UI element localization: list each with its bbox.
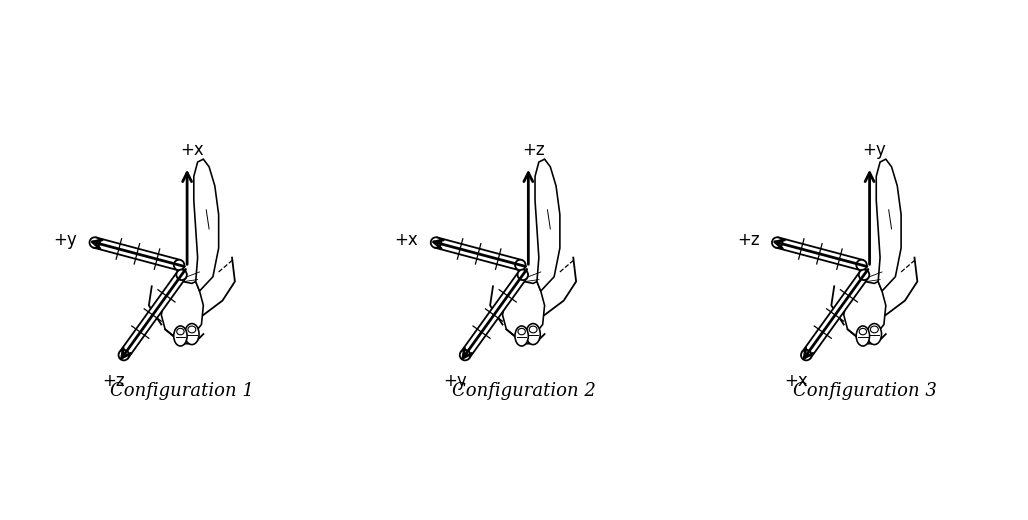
Ellipse shape <box>515 260 525 270</box>
Text: +y: +y <box>443 372 467 391</box>
Ellipse shape <box>856 260 867 270</box>
Polygon shape <box>194 159 219 291</box>
Text: +y: +y <box>862 141 886 159</box>
Polygon shape <box>435 238 521 270</box>
Ellipse shape <box>518 328 525 335</box>
Ellipse shape <box>517 269 528 280</box>
Ellipse shape <box>515 326 528 346</box>
Ellipse shape <box>185 323 199 345</box>
Polygon shape <box>876 159 902 291</box>
Ellipse shape <box>118 350 130 360</box>
Polygon shape <box>503 281 545 339</box>
Ellipse shape <box>801 350 811 360</box>
Ellipse shape <box>188 326 195 333</box>
Polygon shape <box>119 272 186 358</box>
Polygon shape <box>844 281 886 339</box>
Ellipse shape <box>431 237 441 248</box>
Ellipse shape <box>856 326 870 346</box>
Text: +x: +x <box>180 141 204 159</box>
Text: +z: +z <box>737 231 760 250</box>
Text: +x: +x <box>784 372 808 391</box>
Polygon shape <box>94 238 181 270</box>
Text: Configuration 3: Configuration 3 <box>793 382 937 400</box>
Polygon shape <box>802 272 869 358</box>
Text: +y: +y <box>53 231 77 250</box>
Ellipse shape <box>177 328 184 335</box>
Text: Configuration 1: Configuration 1 <box>110 382 254 400</box>
Ellipse shape <box>174 260 184 270</box>
Ellipse shape <box>526 323 541 345</box>
Ellipse shape <box>177 269 187 280</box>
Text: +z: +z <box>102 372 124 391</box>
Ellipse shape <box>460 350 470 360</box>
Polygon shape <box>776 238 862 270</box>
Ellipse shape <box>868 323 882 345</box>
Ellipse shape <box>871 326 878 333</box>
Ellipse shape <box>529 326 537 333</box>
Text: +z: +z <box>522 141 545 159</box>
Polygon shape <box>461 272 527 358</box>
Polygon shape <box>161 281 204 339</box>
Ellipse shape <box>859 328 867 335</box>
Ellipse shape <box>772 237 782 248</box>
Polygon shape <box>535 159 560 291</box>
Ellipse shape <box>89 237 100 248</box>
Ellipse shape <box>174 326 187 346</box>
Ellipse shape <box>858 269 870 280</box>
Text: +x: +x <box>395 231 418 250</box>
Text: Configuration 2: Configuration 2 <box>451 382 595 400</box>
